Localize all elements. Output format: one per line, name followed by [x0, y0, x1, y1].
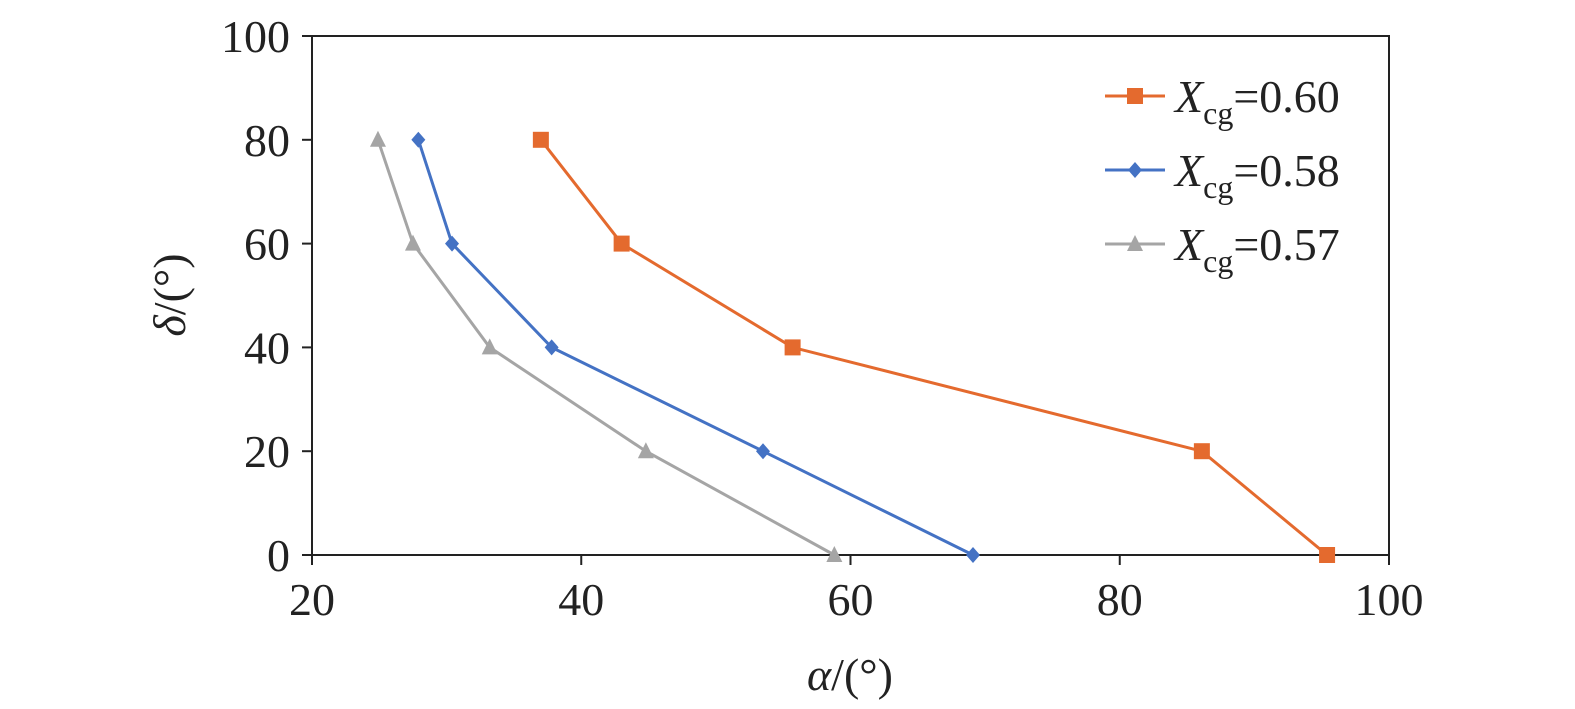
data-point: [532, 131, 549, 148]
x-tick-label: 100: [1355, 574, 1424, 625]
data-point: [613, 235, 630, 252]
y-axis-label: δ/(°): [144, 253, 195, 336]
legend-marker: [1127, 88, 1143, 104]
data-point: [755, 443, 770, 460]
legend-item: Xcg=0.60: [1105, 71, 1340, 131]
series-1: [411, 131, 981, 563]
y-tick-label: 80: [244, 115, 290, 166]
y-tick-label: 40: [244, 322, 290, 373]
x-axis: 20 40 60 80 100: [289, 555, 1424, 625]
legend-item: Xcg=0.58: [1105, 145, 1340, 205]
legend-label: Xcg=0.58: [1173, 145, 1340, 205]
x-tick-label: 60: [828, 574, 874, 625]
data-point: [481, 338, 498, 355]
y-axis: 0 20 40 60 80 100: [221, 11, 312, 581]
data-point: [1193, 443, 1210, 460]
series-0: [532, 131, 1336, 563]
series-layer: [369, 130, 1336, 563]
series-2: [369, 130, 843, 562]
data-point: [826, 546, 843, 562]
data-point: [404, 234, 421, 251]
x-tick-label: 80: [1097, 574, 1143, 625]
y-tick-label: 100: [221, 11, 290, 62]
series-line: [416, 139, 974, 557]
y-tick-label: 0: [267, 530, 290, 581]
data-point: [544, 339, 559, 356]
data-point: [445, 235, 460, 252]
x-axis-label: α/(°): [807, 649, 893, 700]
data-point: [784, 339, 801, 356]
y-tick-label: 20: [244, 426, 290, 477]
x-tick-label: 20: [289, 574, 335, 625]
legend-label: Xcg=0.60: [1173, 71, 1340, 131]
legend-label: Xcg=0.57: [1173, 219, 1340, 279]
legend-item: Xcg=0.57: [1105, 219, 1340, 279]
x-tick-label: 40: [558, 574, 604, 625]
legend: Xcg=0.60 Xcg=0.58 Xcg=0.57: [1105, 71, 1340, 279]
data-point: [637, 442, 654, 459]
y-tick-label: 60: [244, 219, 290, 270]
legend-marker: [1127, 235, 1143, 251]
data-point: [966, 547, 981, 563]
legend-marker: [1128, 162, 1142, 178]
data-point: [1319, 547, 1336, 563]
data-point: [411, 131, 426, 148]
data-point: [369, 130, 386, 147]
series-line: [376, 139, 836, 557]
